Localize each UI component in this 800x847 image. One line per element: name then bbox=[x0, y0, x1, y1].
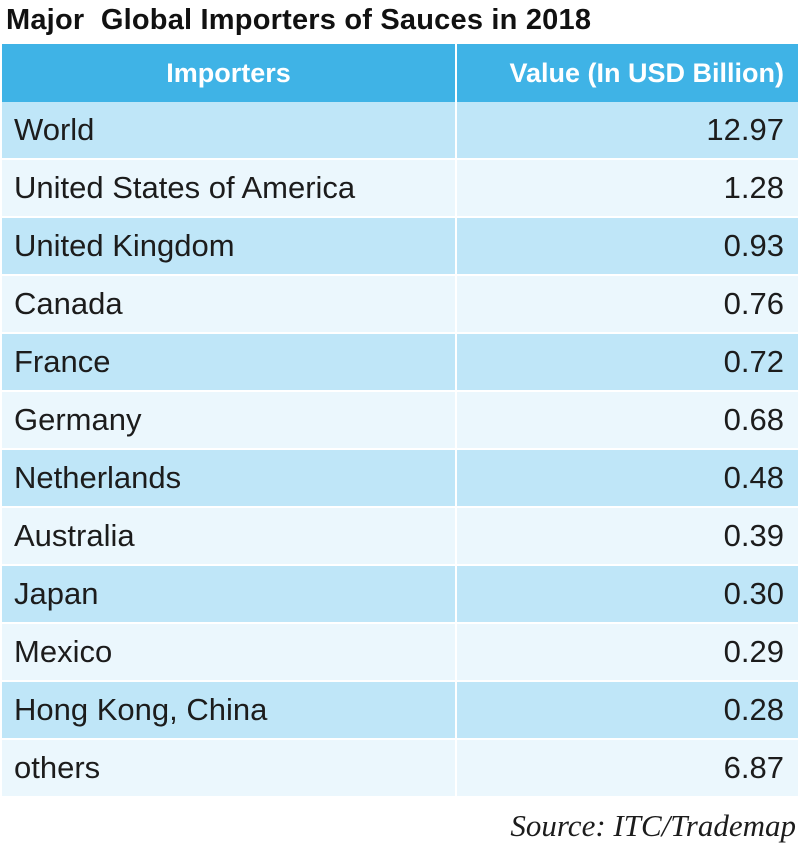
import-value-cell: 0.48 bbox=[456, 449, 798, 508]
table-row: France 0.72 bbox=[2, 333, 798, 392]
importer-name-cell: Germany bbox=[2, 391, 457, 450]
import-value-cell: 0.30 bbox=[456, 565, 798, 624]
importer-name-cell: Australia bbox=[2, 507, 457, 566]
importer-name-cell: Mexico bbox=[2, 623, 457, 682]
table-row: Canada 0.76 bbox=[2, 275, 798, 334]
import-value-cell: 0.93 bbox=[456, 217, 798, 276]
import-value-cell: 6.87 bbox=[456, 739, 798, 798]
table-row: Mexico 0.29 bbox=[2, 623, 798, 682]
source-note: Source: ITC/Trademap bbox=[510, 808, 796, 843]
import-value-cell: 0.28 bbox=[456, 681, 798, 740]
table-row: Hong Kong, China 0.28 bbox=[2, 681, 798, 740]
column-header-value: Value (In USD Billion) bbox=[456, 44, 798, 102]
import-value-cell: 0.68 bbox=[456, 391, 798, 450]
import-value-cell: 0.39 bbox=[456, 507, 798, 566]
table-row: Germany 0.68 bbox=[2, 391, 798, 450]
chart-title: Major Global Importers of Sauces in 2018 bbox=[6, 4, 592, 36]
table-row: United Kingdom 0.93 bbox=[2, 217, 798, 276]
importers-table: Importers Value (In USD Billion) World 12… bbox=[2, 44, 798, 798]
importer-name-cell: Canada bbox=[2, 275, 457, 334]
column-header-importers: Importers bbox=[2, 44, 457, 102]
importer-name-cell: others bbox=[2, 739, 457, 798]
importer-name-cell: United States of America bbox=[2, 159, 457, 218]
import-value-cell: 12.97 bbox=[456, 102, 798, 160]
table-row: Netherlands 0.48 bbox=[2, 449, 798, 508]
table-row: Japan 0.30 bbox=[2, 565, 798, 624]
import-value-cell: 1.28 bbox=[456, 159, 798, 218]
import-value-cell: 0.29 bbox=[456, 623, 798, 682]
table-row: others 6.87 bbox=[2, 739, 798, 798]
importer-name-cell: Hong Kong, China bbox=[2, 681, 457, 740]
import-value-cell: 0.72 bbox=[456, 333, 798, 392]
importer-name-cell: World bbox=[2, 102, 457, 160]
importers-table-container: Importers Value (In USD Billion) World 12… bbox=[2, 44, 798, 798]
table-body: World 12.97 United States of America 1.28 Un… bbox=[2, 102, 798, 798]
table-row: World 12.97 bbox=[2, 102, 798, 160]
table-row: Australia 0.39 bbox=[2, 507, 798, 566]
table-row: United States of America 1.28 bbox=[2, 159, 798, 218]
importer-name-cell: United Kingdom bbox=[2, 217, 457, 276]
importer-name-cell: France bbox=[2, 333, 457, 392]
table-header-row: Importers Value (In USD Billion) bbox=[2, 44, 798, 102]
import-value-cell: 0.76 bbox=[456, 275, 798, 334]
importer-name-cell: Netherlands bbox=[2, 449, 457, 508]
importer-name-cell: Japan bbox=[2, 565, 457, 624]
